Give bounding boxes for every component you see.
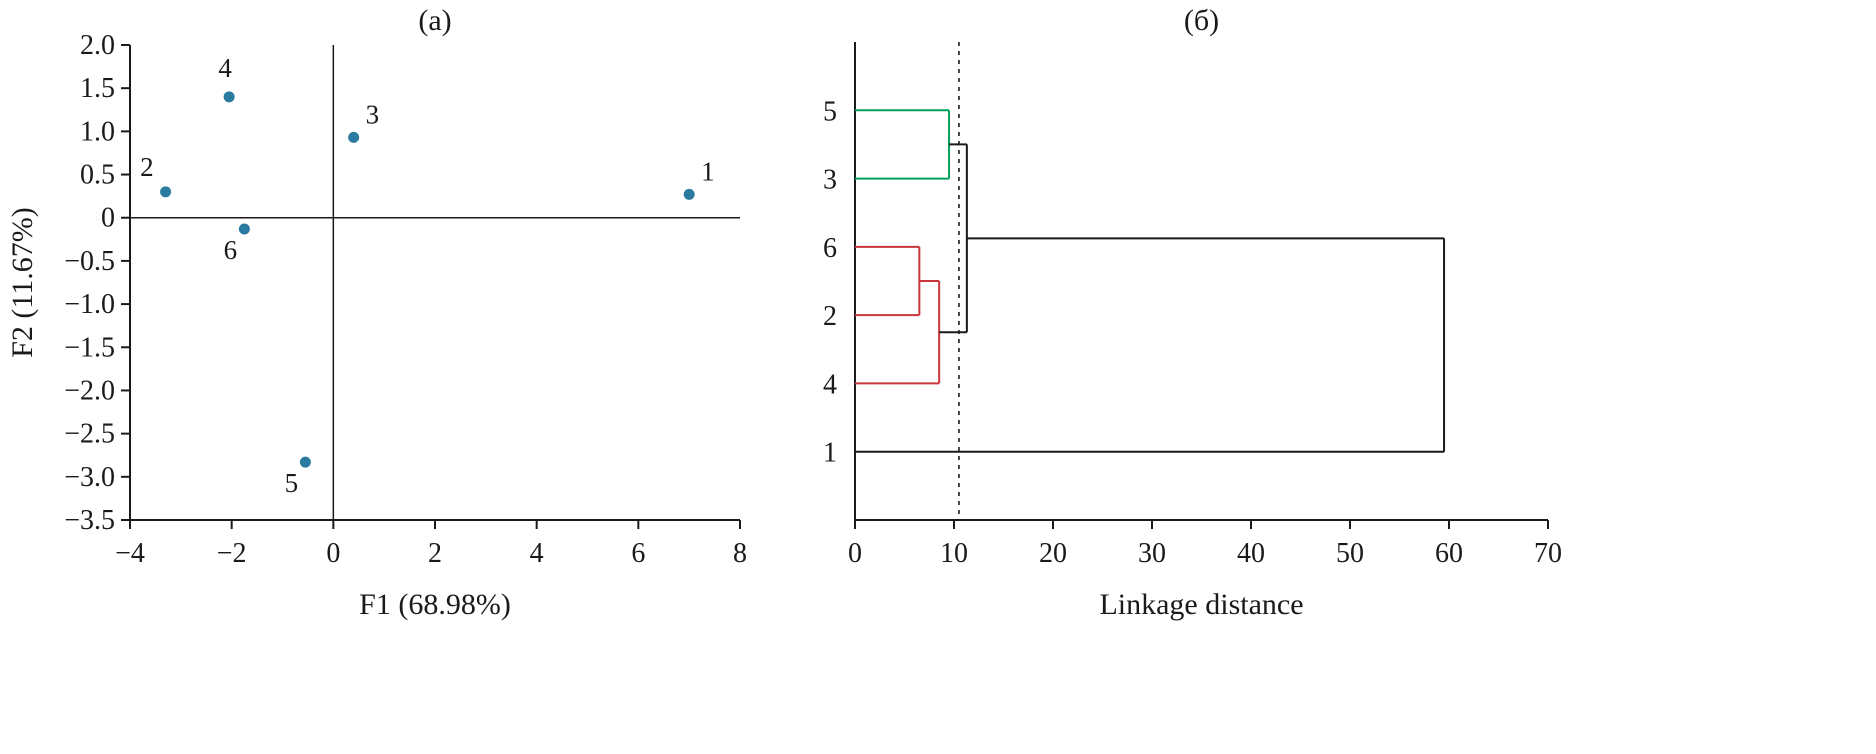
leaf-label: 2 xyxy=(823,301,837,332)
y-tick-label: 0 xyxy=(101,203,115,234)
x-tick-label: 4 xyxy=(530,538,544,569)
x-tick-label: 60 xyxy=(1435,538,1463,569)
panel-title: (а) xyxy=(418,4,451,37)
leaf-label: 1 xyxy=(823,438,837,469)
leaf-label: 4 xyxy=(823,369,837,400)
scatter-point xyxy=(160,186,172,198)
y-tick-label: −2.5 xyxy=(64,419,115,450)
scatter-point xyxy=(683,188,695,200)
y-tick-label: 1.0 xyxy=(80,116,115,147)
y-tick-label: −3.5 xyxy=(64,505,115,536)
scatter-point xyxy=(348,131,360,143)
x-tick-label: 40 xyxy=(1237,538,1265,569)
y-tick-label: −2.0 xyxy=(64,375,115,406)
x-tick-label: 30 xyxy=(1138,538,1166,569)
point-label: 6 xyxy=(224,235,238,265)
x-tick-label: 70 xyxy=(1534,538,1562,569)
y-tick-label: −3.0 xyxy=(64,462,115,493)
point-label: 1 xyxy=(701,156,715,186)
x-tick-label: 20 xyxy=(1039,538,1067,569)
scatter-point xyxy=(238,223,250,235)
y-tick-label: −0.5 xyxy=(64,246,115,277)
y-tick-label: 0.5 xyxy=(80,160,115,191)
y-tick-label: 1.5 xyxy=(80,73,115,104)
x-tick-label: 10 xyxy=(940,538,968,569)
y-tick-label: −1.0 xyxy=(64,289,115,320)
x-tick-label: 0 xyxy=(326,538,340,569)
x-tick-label: −4 xyxy=(115,538,145,569)
point-label: 4 xyxy=(218,53,232,83)
point-label: 2 xyxy=(140,152,154,182)
scatter-point xyxy=(299,456,311,468)
x-tick-label: 2 xyxy=(428,538,442,569)
x-tick-label: 50 xyxy=(1336,538,1364,569)
x-tick-label: 8 xyxy=(733,538,747,569)
x-tick-label: −2 xyxy=(217,538,247,569)
leaf-label: 6 xyxy=(823,233,837,264)
point-label: 3 xyxy=(366,99,380,129)
y-tick-label: 2.0 xyxy=(80,30,115,61)
x-tick-label: 6 xyxy=(631,538,645,569)
x-axis-title: F1 (68.98%) xyxy=(359,588,511,621)
leaf-label: 3 xyxy=(823,165,837,196)
point-label: 5 xyxy=(285,468,299,498)
y-tick-label: −1.5 xyxy=(64,332,115,363)
leaf-label: 5 xyxy=(823,96,837,127)
scatter-panel: −4 −2 0 2 4 6 82.01.51.00.50−0.5−1.0−1.5−2.0−2… xyxy=(6,4,747,621)
x-tick-label: 0 xyxy=(848,538,862,569)
y-axis-title: F2 (11.67%) xyxy=(6,207,39,358)
panel-title: (б) xyxy=(1184,4,1219,37)
scatter-point xyxy=(223,91,235,103)
x-axis-title: Linkage distance xyxy=(1099,588,1303,621)
